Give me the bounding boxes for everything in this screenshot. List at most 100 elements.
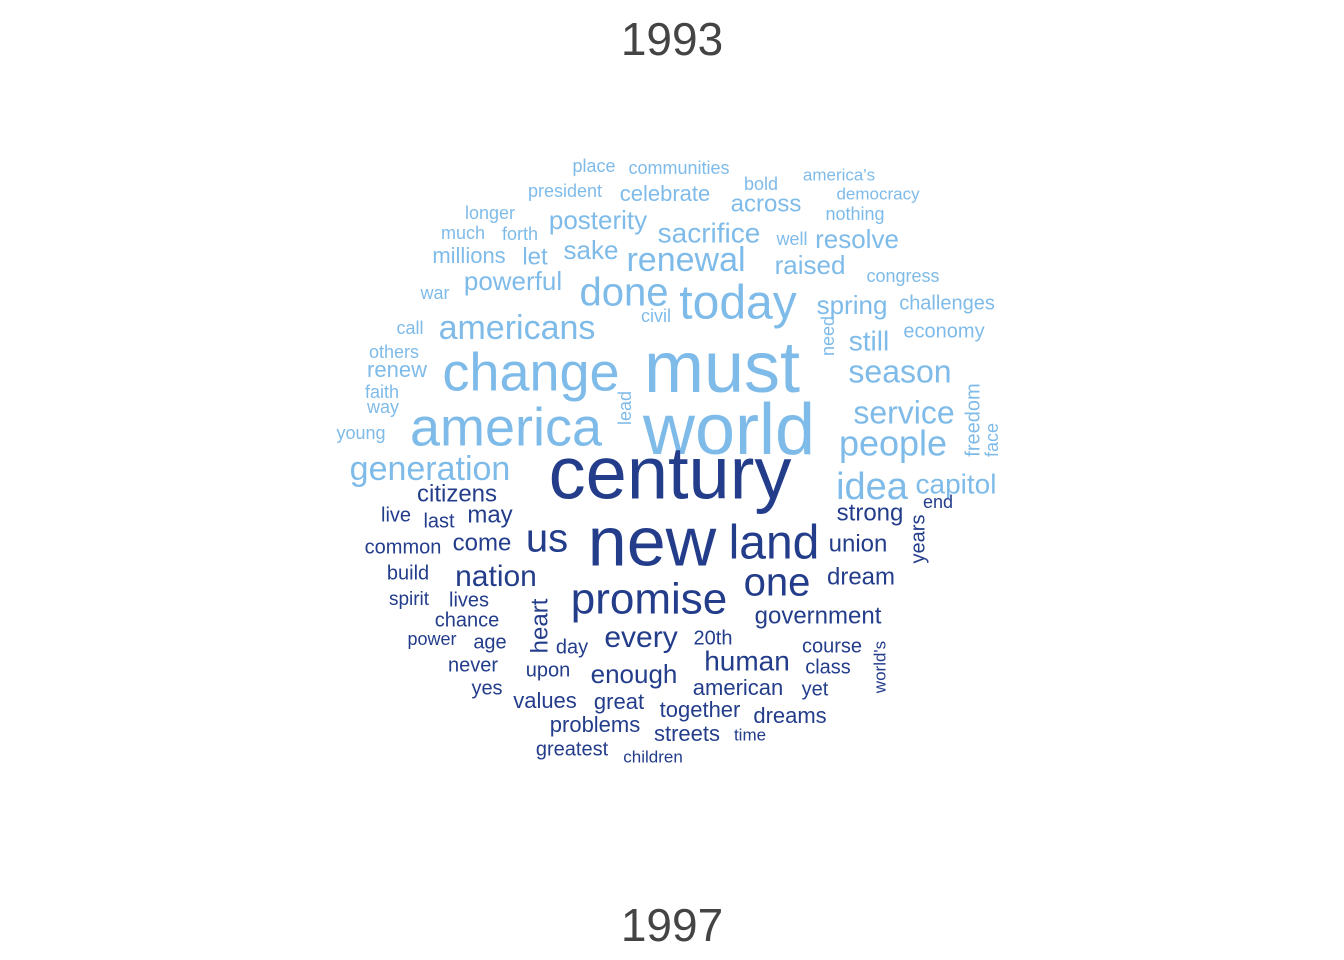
word-democracy: democracy [836,184,920,203]
word-lives: lives [449,589,489,611]
word-live: live [381,504,411,526]
word-call: call [396,318,423,338]
word-power: power [407,629,456,649]
word-build: build [387,562,429,584]
word-well: well [775,229,807,249]
word-strong: strong [837,499,904,526]
word-come: come [453,529,512,556]
word-nothing: nothing [825,204,884,224]
word-economy: economy [903,320,984,342]
word-must: must [644,328,800,408]
word-lead: lead [615,391,635,425]
word-world-s: world's [870,641,889,694]
word-across: across [731,190,802,217]
word-communities: communities [628,158,729,178]
word-bold: bold [744,174,778,194]
word-spring: spring [817,290,888,320]
word-children: children [623,747,683,766]
word-problems: problems [550,712,640,737]
word-spirit: spirit [389,589,430,610]
word-america-s: america's [803,165,875,184]
word-congress: congress [866,266,939,286]
word-renew: renew [367,357,427,382]
word-millions: millions [432,243,505,268]
word-renewal: renewal [626,241,745,279]
word-still: still [849,325,889,356]
word-end: end [923,492,953,512]
word-war: war [419,283,449,303]
word-streets: streets [654,721,720,746]
word-sacrifice: sacrifice [658,217,761,248]
word-us: us [526,517,568,561]
word-posterity: posterity [549,205,647,235]
word-world: world [642,390,815,470]
year-label-bottom: 1997 [620,899,724,951]
word-20th: 20th [694,627,733,649]
word-upon: upon [526,659,571,681]
word-face: face [982,423,1002,457]
word-course: course [802,635,862,657]
word-time: time [734,725,766,744]
word-way: way [366,397,399,417]
word-citizens: citizens [417,480,497,507]
word-civil: civil [641,306,671,326]
word-sake: sake [564,235,619,265]
word-last: last [423,510,455,532]
year-label-top: 1993 [620,13,724,65]
word-capitol: capitol [916,468,997,499]
word-today: today [679,277,796,330]
word-every: every [604,621,677,654]
word-much: much [441,223,485,243]
word-celebrate: celebrate [620,181,711,206]
word-others: others [369,342,419,362]
word-forth: forth [502,224,538,244]
word-values: values [513,688,577,713]
word-young: young [336,423,385,443]
word-freedom: freedom [962,383,984,456]
word-century: century [549,432,792,515]
word-president: president [528,181,602,201]
word-dream: dream [827,563,895,590]
word-chance: chance [435,609,500,631]
word-human: human [704,645,790,676]
word-service: service [853,394,954,430]
word-generation: generation [350,450,511,488]
word-day: day [556,636,588,658]
word-one: one [744,561,811,605]
word-faith: faith [365,382,399,402]
word-class: class [805,656,851,678]
word-idea: idea [836,466,909,508]
word-dreams: dreams [753,703,826,728]
word-yet: yet [802,678,829,700]
word-yes: yes [471,677,502,699]
word-never: never [448,654,498,676]
word-age: age [473,631,506,653]
word-americans: americans [439,309,596,347]
word-land: land [729,517,820,570]
word-longer: longer [465,203,515,223]
word-promise: promise [571,575,728,624]
word-people: people [839,423,947,464]
word-powerful: powerful [464,266,562,296]
word-great: great [594,689,644,714]
word-america: america [410,397,603,457]
word-done: done [580,271,669,315]
word-government: government [755,602,882,629]
word-common: common [365,536,442,558]
word-may: may [467,501,512,528]
word-union: union [829,530,888,557]
word-enough: enough [591,659,678,689]
word-new: new [588,502,717,580]
word-american: american [693,675,783,700]
word-nation: nation [455,560,537,593]
word-resolve: resolve [815,224,899,254]
word-season: season [848,353,951,389]
word-years: years [907,515,929,564]
word-let: let [522,243,548,270]
word-challenges: challenges [899,292,995,314]
word-heart: heart [526,598,553,653]
word-raised: raised [775,250,846,280]
word-together: together [660,697,741,722]
word-change: change [442,342,619,402]
